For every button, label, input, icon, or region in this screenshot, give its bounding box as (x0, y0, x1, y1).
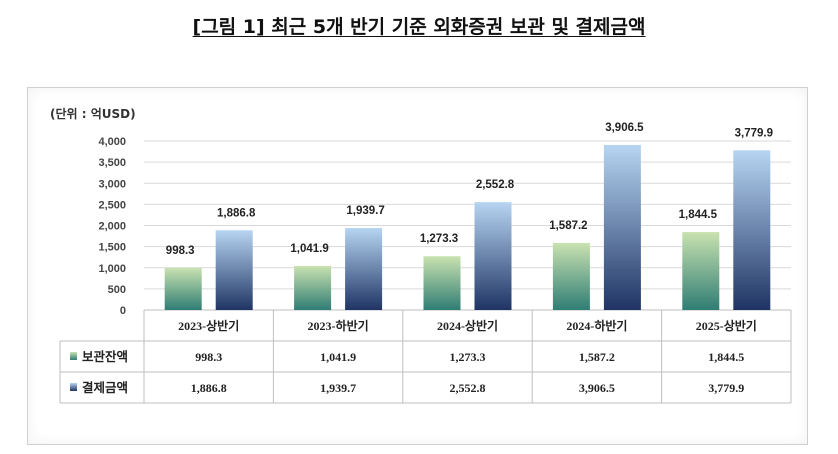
data-label: 1,273.3 (420, 233, 458, 245)
category-label: 2023-상반기 (178, 318, 239, 333)
y-tick-label: 500 (108, 284, 126, 296)
data-label: 1,886.8 (217, 207, 256, 219)
bar-settlement (345, 228, 383, 310)
y-tick-label: 1,000 (98, 263, 126, 275)
table-cell: 1,273.3 (450, 350, 486, 364)
data-label: 1,587.2 (549, 220, 587, 232)
table-cell: 1,041.9 (320, 350, 356, 364)
y-tick-label: 0 (120, 305, 126, 317)
data-label: 3,779.9 (735, 127, 773, 139)
y-tick-label: 1,500 (98, 242, 126, 254)
bar-storage (682, 232, 720, 310)
legend-label: 결제금액 (82, 380, 128, 395)
y-tick-label: 2,500 (98, 199, 126, 211)
table-cell: 998.3 (195, 350, 222, 364)
bar-settlement (733, 150, 771, 310)
y-tick-label: 3,000 (98, 178, 126, 190)
legend-key (70, 383, 77, 391)
category-label: 2023-하반기 (308, 318, 369, 333)
category-label: 2025-상반기 (696, 318, 757, 333)
figure-title: [그림 1] 최근 5개 반기 기준 외화증권 보관 및 결제금액 (192, 16, 646, 38)
bar-storage (294, 265, 332, 310)
table-cell: 3,906.5 (579, 381, 615, 395)
table-cell: 1,844.5 (708, 350, 744, 364)
legend-label: 보관잔액 (82, 349, 128, 364)
legend-key (70, 352, 77, 360)
table-cell: 1,939.7 (320, 381, 356, 395)
y-tick-label: 4,000 (98, 136, 126, 148)
bar-storage (552, 242, 590, 310)
data-label: 1,041.9 (290, 243, 328, 255)
table-cell: 3,779.9 (708, 381, 744, 395)
table-cell: 2,552.8 (450, 381, 486, 395)
bar-storage (423, 256, 461, 310)
chart-panel (27, 87, 808, 445)
bar-settlement (215, 230, 253, 310)
table-cell: 1,587.2 (579, 350, 615, 364)
bar-settlement (474, 202, 512, 310)
data-label: 2,552.8 (476, 179, 515, 191)
bar-storage (164, 267, 202, 310)
category-label: 2024-하반기 (566, 318, 627, 333)
table-cell: 1,886.8 (191, 381, 227, 395)
bar-settlement (603, 144, 641, 310)
unit-label: (단위 : 억USD) (50, 106, 136, 121)
category-label: 2024-상반기 (437, 318, 498, 333)
y-tick-label: 3,500 (98, 157, 126, 169)
data-label: 3,906.5 (605, 122, 644, 134)
data-label: 1,939.7 (346, 205, 384, 217)
data-label: 1,844.5 (679, 209, 718, 221)
data-label: 998.3 (166, 245, 195, 257)
y-tick-label: 2,000 (98, 221, 126, 233)
